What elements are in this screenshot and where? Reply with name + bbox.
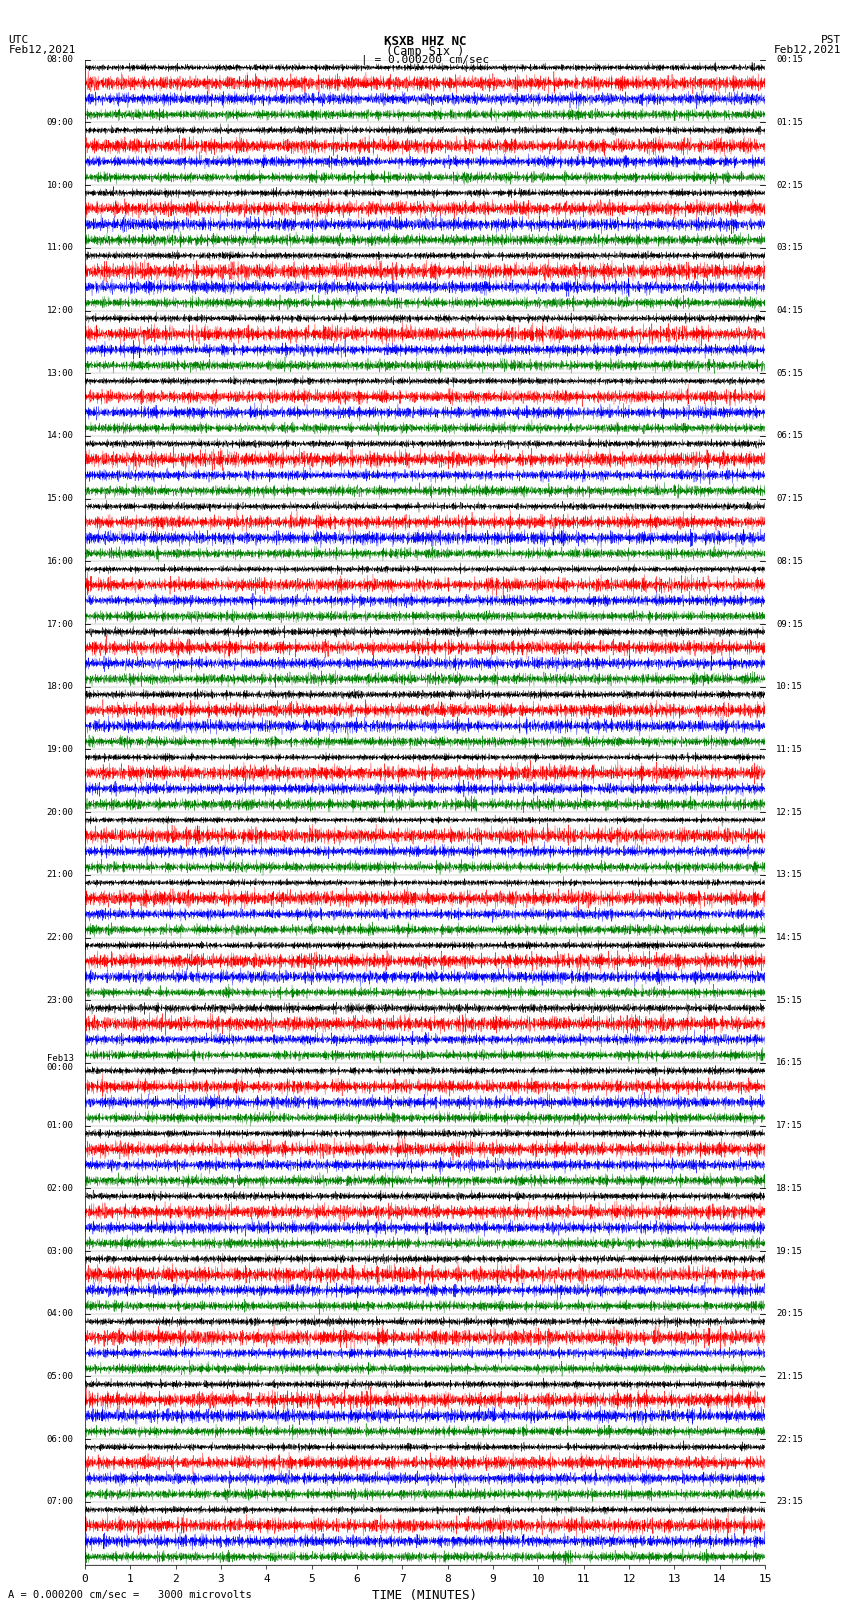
Text: 04:00: 04:00 [47, 1310, 74, 1318]
Text: 01:15: 01:15 [776, 118, 803, 127]
Text: 23:00: 23:00 [47, 995, 74, 1005]
Text: 19:00: 19:00 [47, 745, 74, 753]
Text: Feb12,2021: Feb12,2021 [774, 45, 842, 55]
X-axis label: TIME (MINUTES): TIME (MINUTES) [372, 1589, 478, 1602]
Text: 14:15: 14:15 [776, 932, 803, 942]
Text: 08:00: 08:00 [47, 55, 74, 65]
Text: 18:15: 18:15 [776, 1184, 803, 1194]
Text: Feb12,2021: Feb12,2021 [8, 45, 76, 55]
Text: 15:15: 15:15 [776, 995, 803, 1005]
Text: 05:00: 05:00 [47, 1373, 74, 1381]
Text: 05:15: 05:15 [776, 369, 803, 377]
Text: 16:15: 16:15 [776, 1058, 803, 1068]
Text: 07:00: 07:00 [47, 1497, 74, 1507]
Text: Feb13
00:00: Feb13 00:00 [47, 1053, 74, 1073]
Text: 09:15: 09:15 [776, 619, 803, 629]
Text: 02:00: 02:00 [47, 1184, 74, 1194]
Text: 15:00: 15:00 [47, 494, 74, 503]
Text: | = 0.000200 cm/sec: | = 0.000200 cm/sec [361, 55, 489, 66]
Text: 06:15: 06:15 [776, 431, 803, 440]
Text: 12:00: 12:00 [47, 306, 74, 315]
Text: 11:15: 11:15 [776, 745, 803, 753]
Text: 10:15: 10:15 [776, 682, 803, 692]
Text: 11:00: 11:00 [47, 244, 74, 252]
Text: 08:15: 08:15 [776, 556, 803, 566]
Text: 20:15: 20:15 [776, 1310, 803, 1318]
Text: 09:00: 09:00 [47, 118, 74, 127]
Text: 10:00: 10:00 [47, 181, 74, 190]
Text: 00:15: 00:15 [776, 55, 803, 65]
Text: (Camp Six ): (Camp Six ) [386, 45, 464, 58]
Text: A = 0.000200 cm/sec =   3000 microvolts: A = 0.000200 cm/sec = 3000 microvolts [8, 1590, 252, 1600]
Text: 07:15: 07:15 [776, 494, 803, 503]
Text: 13:15: 13:15 [776, 871, 803, 879]
Text: 21:15: 21:15 [776, 1373, 803, 1381]
Text: 16:00: 16:00 [47, 556, 74, 566]
Text: 23:15: 23:15 [776, 1497, 803, 1507]
Text: 21:00: 21:00 [47, 871, 74, 879]
Text: 03:15: 03:15 [776, 244, 803, 252]
Text: 03:00: 03:00 [47, 1247, 74, 1255]
Text: 22:00: 22:00 [47, 932, 74, 942]
Text: 02:15: 02:15 [776, 181, 803, 190]
Text: 19:15: 19:15 [776, 1247, 803, 1255]
Text: 22:15: 22:15 [776, 1434, 803, 1444]
Text: 18:00: 18:00 [47, 682, 74, 692]
Text: KSXB HHZ NC: KSXB HHZ NC [383, 35, 467, 48]
Text: 13:00: 13:00 [47, 369, 74, 377]
Text: 01:00: 01:00 [47, 1121, 74, 1131]
Text: 17:15: 17:15 [776, 1121, 803, 1131]
Text: 04:15: 04:15 [776, 306, 803, 315]
Text: PST: PST [821, 35, 842, 45]
Text: 12:15: 12:15 [776, 808, 803, 816]
Text: 06:00: 06:00 [47, 1434, 74, 1444]
Text: 17:00: 17:00 [47, 619, 74, 629]
Text: 14:00: 14:00 [47, 431, 74, 440]
Text: 20:00: 20:00 [47, 808, 74, 816]
Text: UTC: UTC [8, 35, 29, 45]
